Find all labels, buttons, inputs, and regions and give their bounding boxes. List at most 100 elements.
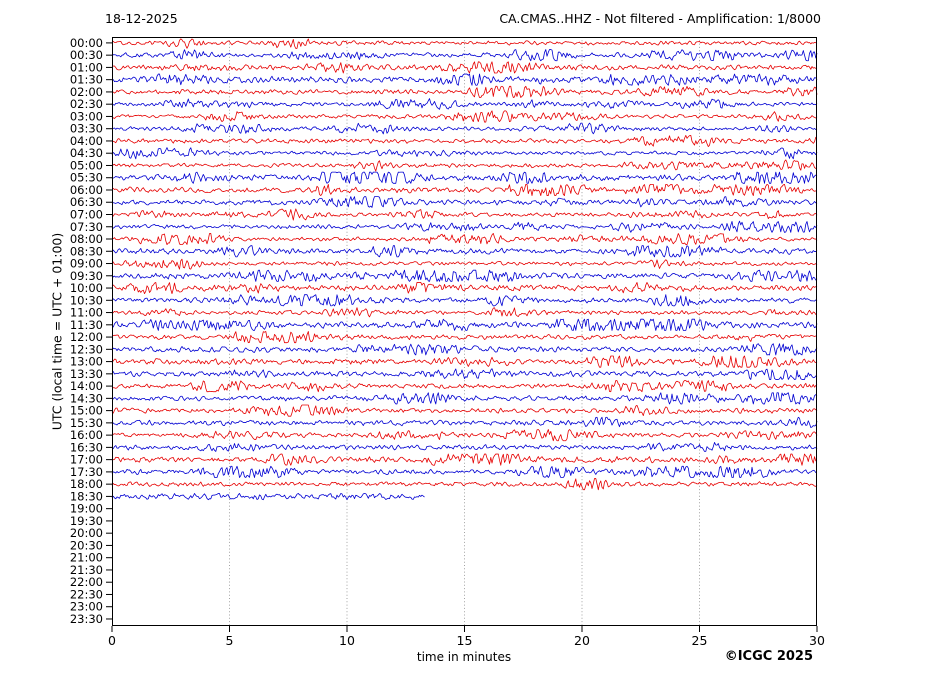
y-tick-label-15:00: 15:00	[70, 404, 103, 418]
trace-17:00	[111, 453, 818, 466]
y-tick-label-09:00: 09:00	[70, 257, 103, 271]
trace-05:00	[111, 159, 818, 172]
x-tick-label-5: 5	[226, 633, 234, 648]
trace-04:00	[111, 134, 818, 147]
plot-title: CA.CMAS..HHZ - Not filtered - Amplificat…	[499, 11, 821, 26]
trace-12:00	[111, 331, 818, 344]
x-tick-label-10: 10	[339, 633, 355, 648]
trace-09:00	[111, 258, 818, 270]
y-tick-label-02:30: 02:30	[70, 97, 103, 111]
y-tick-label-10:30: 10:30	[70, 293, 103, 307]
trace-10:30	[111, 294, 818, 307]
y-tick-label-14:00: 14:00	[70, 379, 103, 393]
y-tick-label-14:30: 14:30	[70, 391, 103, 405]
y-tick-label-03:00: 03:00	[70, 109, 103, 123]
trace-05:30	[111, 171, 818, 184]
y-tick-label-15:30: 15:30	[70, 416, 103, 430]
trace-07:00	[111, 208, 818, 221]
trace-08:00	[111, 233, 818, 246]
trace-18:30	[111, 493, 425, 501]
trace-04:30	[111, 147, 818, 160]
y-tick-label-06:30: 06:30	[70, 195, 103, 209]
trace-03:00	[111, 110, 818, 123]
y-tick-label-11:00: 11:00	[70, 306, 103, 320]
y-tick-label-11:30: 11:30	[70, 318, 103, 332]
trace-14:00	[111, 380, 818, 393]
date-label: 18-12-2025	[105, 11, 178, 26]
trace-02:30	[111, 98, 818, 110]
y-tick-label-05:30: 05:30	[70, 171, 103, 185]
trace-11:30	[111, 318, 818, 331]
y-tick-label-12:00: 12:00	[70, 330, 103, 344]
y-tick-label-21:30: 21:30	[70, 563, 103, 577]
copyright-label: ©ICGC 2025	[724, 649, 813, 664]
y-tick-label-01:00: 01:00	[70, 60, 103, 74]
y-tick-label-09:30: 09:30	[70, 269, 103, 283]
trace-12:30	[111, 343, 818, 356]
y-tick-label-18:00: 18:00	[70, 477, 103, 491]
trace-09:30	[111, 269, 818, 282]
trace-06:30	[111, 196, 818, 208]
trace-14:30	[111, 392, 818, 405]
y-tick-label-04:00: 04:00	[70, 134, 103, 148]
y-tick-label-00:00: 00:00	[70, 36, 103, 50]
x-tick-label-0: 0	[108, 633, 116, 648]
x-tick-label-25: 25	[692, 633, 708, 648]
y-tick-label-12:30: 12:30	[70, 342, 103, 356]
y-tick-label-07:30: 07:30	[70, 220, 103, 234]
y-tick-label-06:00: 06:00	[70, 183, 103, 197]
y-tick-label-18:30: 18:30	[70, 489, 103, 503]
trace-13:00	[111, 355, 818, 368]
trace-00:30	[111, 49, 818, 62]
plot-frame	[112, 37, 817, 626]
trace-13:30	[111, 368, 818, 380]
y-tick-label-23:00: 23:00	[70, 600, 103, 614]
x-tick-label-20: 20	[574, 633, 590, 648]
y-tick-label-19:00: 19:00	[70, 502, 103, 516]
y-tick-label-02:00: 02:00	[70, 85, 103, 99]
y-tick-label-20:00: 20:00	[70, 526, 103, 540]
trace-11:00	[111, 307, 818, 318]
y-tick-label-21:00: 21:00	[70, 551, 103, 565]
trace-10:00	[111, 282, 818, 295]
trace-01:30	[111, 73, 818, 86]
trace-15:00	[111, 404, 818, 417]
trace-16:00	[111, 429, 818, 442]
y-tick-label-04:30: 04:30	[70, 146, 103, 160]
trace-16:30	[111, 442, 818, 452]
y-tick-label-13:00: 13:00	[70, 355, 103, 369]
trace-01:00	[111, 61, 818, 74]
trace-06:00	[111, 183, 818, 196]
trace-07:30	[111, 220, 818, 233]
trace-03:30	[111, 122, 818, 135]
y-tick-label-17:30: 17:30	[70, 465, 103, 479]
y-tick-label-16:00: 16:00	[70, 428, 103, 442]
trace-18:00	[111, 478, 818, 491]
x-tick-label-15: 15	[457, 633, 473, 648]
y-tick-label-22:00: 22:00	[70, 575, 103, 589]
trace-17:30	[111, 465, 818, 478]
y-tick-label-10:00: 10:00	[70, 281, 103, 295]
y-tick-label-05:00: 05:00	[70, 158, 103, 172]
y-tick-label-07:00: 07:00	[70, 207, 103, 221]
trace-08:30	[111, 245, 818, 258]
y-tick-label-22:30: 22:30	[70, 587, 103, 601]
x-tick-label-30: 30	[809, 633, 825, 648]
x-axis-label: time in minutes	[416, 650, 512, 664]
trace-00:00	[111, 38, 818, 49]
trace-15:30	[111, 416, 818, 428]
trace-02:00	[111, 85, 818, 98]
y-tick-label-03:30: 03:30	[70, 122, 103, 136]
y-tick-label-00:30: 00:30	[70, 48, 103, 62]
y-tick-label-01:30: 01:30	[70, 73, 103, 87]
y-tick-label-23:30: 23:30	[70, 612, 103, 626]
y-tick-label-13:30: 13:30	[70, 367, 103, 381]
y-tick-label-16:30: 16:30	[70, 440, 103, 454]
y-tick-label-20:30: 20:30	[70, 538, 103, 552]
y-tick-label-08:30: 08:30	[70, 244, 103, 258]
y-tick-label-19:30: 19:30	[70, 514, 103, 528]
y-tick-label-17:00: 17:00	[70, 453, 103, 467]
y-tick-label-08:00: 08:00	[70, 232, 103, 246]
